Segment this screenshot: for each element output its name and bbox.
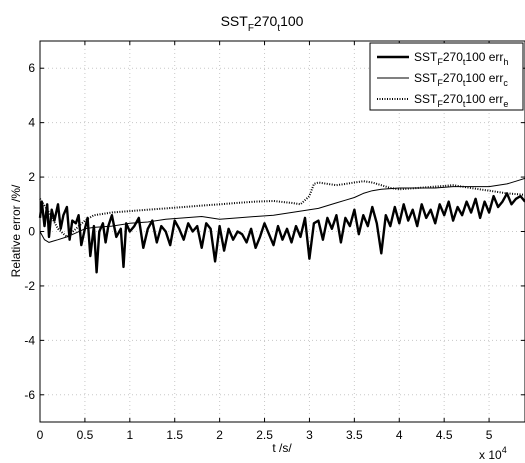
- legend-c-s1: F: [437, 78, 443, 88]
- y-tick-label: 2: [28, 170, 35, 184]
- legend-e-s3: e: [503, 99, 508, 109]
- y-tick-label: 4: [28, 116, 35, 130]
- legend-e-s2: t: [463, 99, 466, 109]
- y-tick-label: -4: [24, 333, 35, 347]
- x-tick-label: 0.5: [77, 428, 94, 442]
- legend-c-p1: SST: [414, 71, 438, 85]
- x-tick-label: 4: [396, 428, 403, 442]
- legend-h-p2: 270: [443, 50, 463, 64]
- title-end: 100: [280, 13, 304, 29]
- series-err-e-line: [39, 180, 525, 238]
- x-multiplier: x 104: [479, 445, 507, 462]
- legend-h-s2: t: [463, 57, 466, 67]
- x-tick-label: 2.5: [256, 428, 273, 442]
- legend-c-p2: 270: [443, 71, 463, 85]
- legend-entry-e: SSTF270t100 erre: [414, 92, 508, 109]
- legend-c-s3: c: [503, 78, 508, 88]
- y-tick-label: -2: [24, 279, 35, 293]
- title-sub1: F: [248, 23, 254, 34]
- y-tick-label: -6: [24, 388, 35, 402]
- legend-e-p1: SST: [414, 92, 438, 106]
- legend-entry-c: SSTF270t100 errc: [414, 71, 508, 88]
- x-multiplier-exp: 4: [502, 445, 507, 455]
- title-mid: 270: [254, 13, 278, 29]
- series-layer: [38, 177, 525, 274]
- legend-e-s1: F: [437, 99, 443, 109]
- x-tick-label: 3: [306, 428, 313, 442]
- legend-c-s2: t: [463, 78, 466, 88]
- x-tick-label: 0: [37, 428, 44, 442]
- y-axis-label: Relative error /%/: [9, 184, 23, 277]
- legend-e-p3: 100 err: [465, 92, 503, 106]
- x-tick-label: 1.5: [166, 428, 183, 442]
- legend-entry-h: SSTF270t100 errh: [414, 50, 508, 67]
- x-tick-label: 5: [486, 428, 493, 442]
- title-main: SST: [221, 13, 249, 29]
- x-axis-label: t /s/: [272, 441, 292, 455]
- x-tick-label: 1: [126, 428, 133, 442]
- legend-h-s1: F: [437, 57, 443, 67]
- y-tick-label: 0: [28, 225, 35, 239]
- legend-h-p3: 100 err: [465, 50, 503, 64]
- legend-e-p2: 270: [443, 92, 463, 106]
- x-tick-label: 2: [216, 428, 223, 442]
- legend-h-s3: h: [503, 57, 508, 67]
- title-sub2: t: [277, 23, 280, 34]
- x-tick-label: 3.5: [346, 428, 363, 442]
- chart-title: SSTF270t100: [221, 13, 304, 34]
- legend-h-p1: SST: [414, 50, 438, 64]
- tick-layer: 0 0.5 1 1.5 2 2.5 3 3.5 4 4.5 5 -6 -4 -2 0 2 4 6: [24, 41, 525, 442]
- legend-c-p3: 100 err: [465, 71, 503, 85]
- plot-frame: [39, 40, 525, 423]
- legend: SSTF270t100 errh SSTF270t100 errc SSTF27…: [369, 42, 524, 111]
- x-multiplier-base: x 10: [479, 448, 502, 462]
- x-tick-label: 4.5: [436, 428, 453, 442]
- y-tick-label: 6: [28, 61, 35, 75]
- series-err-h-line: [38, 192, 525, 274]
